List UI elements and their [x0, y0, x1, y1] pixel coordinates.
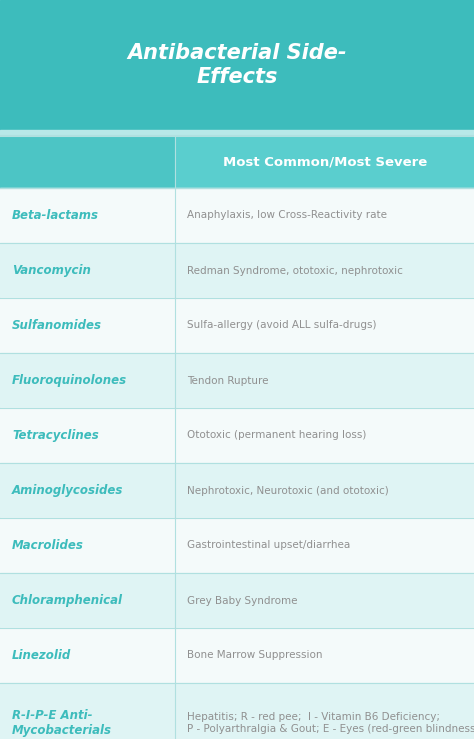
Text: Anaphylaxis, low Cross-Reactivity rate: Anaphylaxis, low Cross-Reactivity rate [187, 211, 387, 220]
Bar [175, 408, 474, 463]
Bar [175, 188, 474, 243]
Text: Tetracyclines: Tetracyclines [12, 429, 99, 442]
Text: Macrolides: Macrolides [12, 539, 84, 552]
Bar [0, 573, 175, 628]
Text: Ototoxic (permanent hearing loss): Ototoxic (permanent hearing loss) [187, 431, 367, 440]
Bar [0, 408, 175, 463]
Text: Vancomycin: Vancomycin [12, 264, 91, 277]
Bar [0, 683, 175, 739]
Bar [0, 0, 474, 130]
Text: Sulfa-allergy (avoid ALL sulfa-drugs): Sulfa-allergy (avoid ALL sulfa-drugs) [187, 321, 377, 330]
Bar [0, 298, 175, 353]
Bar [0, 130, 474, 136]
Text: R-I-P-E Anti-
Mycobacterials: R-I-P-E Anti- Mycobacterials [12, 709, 112, 737]
Bar [0, 243, 175, 298]
Text: Most Common/Most Severe: Most Common/Most Severe [223, 155, 427, 168]
Bar [0, 463, 175, 518]
Bar [175, 136, 474, 188]
Bar [175, 353, 474, 408]
Bar [175, 518, 474, 573]
Text: Grey Baby Syndrome: Grey Baby Syndrome [187, 596, 298, 605]
Bar [175, 628, 474, 683]
Bar [0, 188, 175, 243]
Bar [0, 518, 175, 573]
Bar [175, 573, 474, 628]
Bar [175, 298, 474, 353]
Bar [175, 463, 474, 518]
Bar [175, 243, 474, 298]
Text: Chloramphenical: Chloramphenical [12, 594, 123, 607]
Bar [175, 683, 474, 739]
Text: Redman Syndrome, ototoxic, nephrotoxic: Redman Syndrome, ototoxic, nephrotoxic [187, 265, 403, 276]
Text: Beta-lactams: Beta-lactams [12, 209, 99, 222]
Bar [0, 136, 175, 188]
Text: Antibacterial Side-
Effects: Antibacterial Side- Effects [127, 44, 347, 86]
Text: Tendon Rupture: Tendon Rupture [187, 375, 269, 386]
Text: Nephrotoxic, Neurotoxic (and ototoxic): Nephrotoxic, Neurotoxic (and ototoxic) [187, 486, 389, 496]
Bar [0, 353, 175, 408]
Text: Aminoglycosides: Aminoglycosides [12, 484, 123, 497]
Text: Gastrointestinal upset/diarrhea: Gastrointestinal upset/diarrhea [187, 540, 351, 551]
Text: Hepatitis; R - red pee;  I - Vitamin B6 Deficiency;
P - Polyarthralgia & Gout; E: Hepatitis; R - red pee; I - Vitamin B6 D… [187, 712, 474, 734]
Text: Sulfanomides: Sulfanomides [12, 319, 102, 332]
Text: Bone Marrow Suppression: Bone Marrow Suppression [187, 650, 323, 661]
Text: Linezolid: Linezolid [12, 649, 71, 662]
Text: Fluoroquinolones: Fluoroquinolones [12, 374, 127, 387]
Bar [0, 628, 175, 683]
